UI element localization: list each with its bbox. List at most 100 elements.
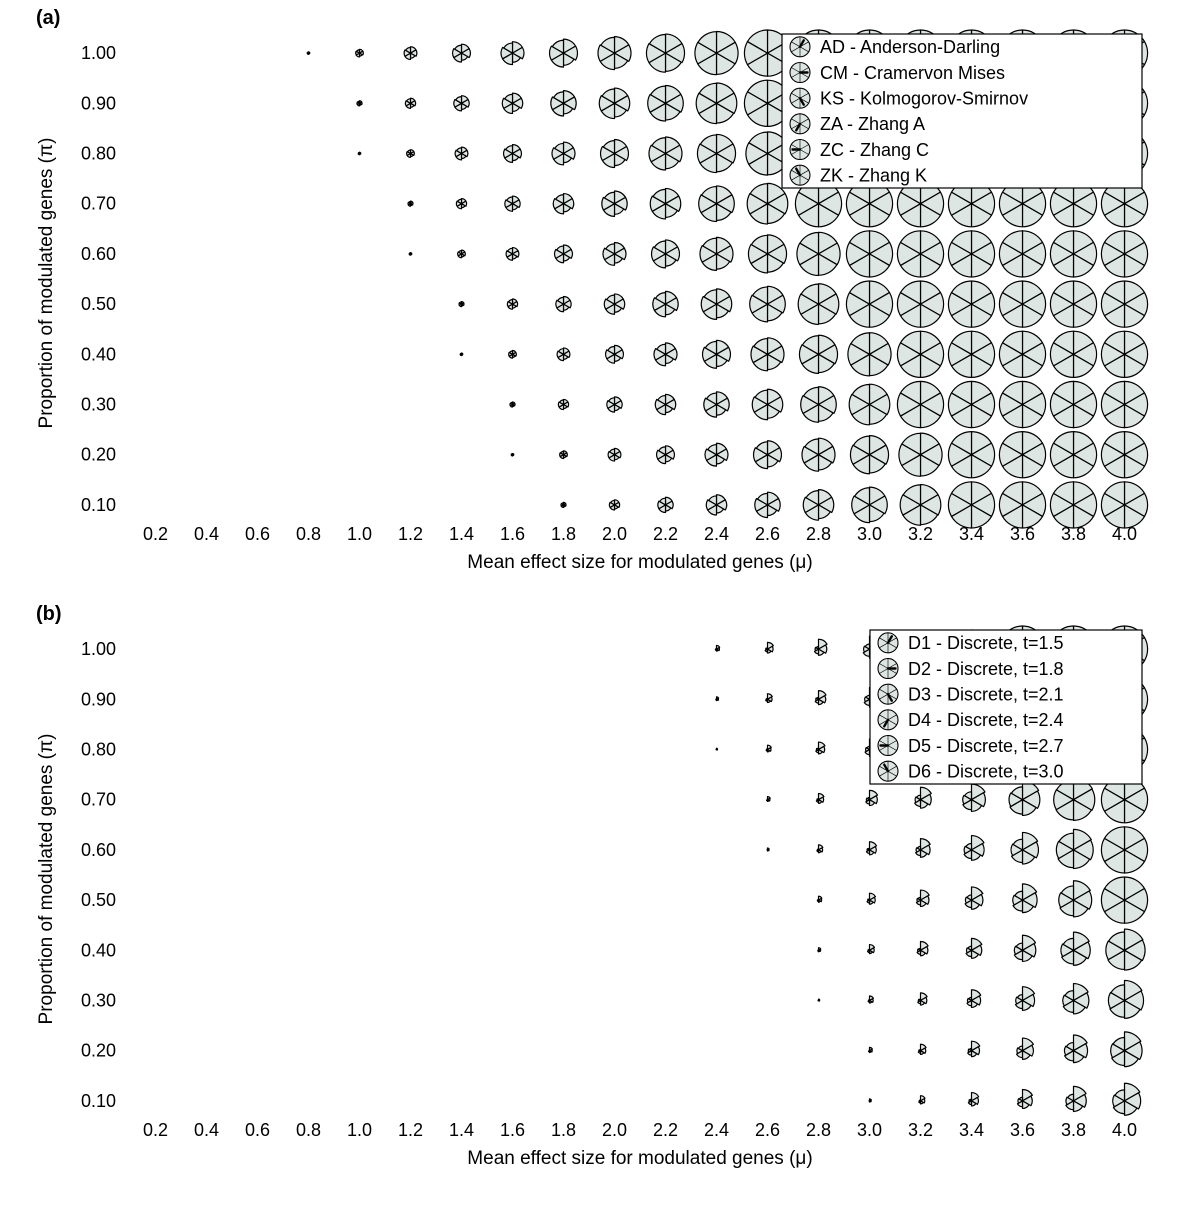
glyph-sector [766,648,767,649]
x-tick-label: 2.8 [806,1120,831,1140]
y-tick-label: 0.30 [81,991,116,1011]
panel-label: (b) [36,603,62,625]
x-tick-label: 3.8 [1061,524,1086,544]
x-tick-label: 1.4 [449,1120,474,1140]
x-tick-label: 3.2 [908,524,933,544]
x-tick-label: 1.6 [500,524,525,544]
legend-item-label: ZC - Zhang C [820,140,929,160]
glyph-sector [919,999,920,1001]
y-axis-title: Proportion of modulated genes (π) [36,138,57,429]
y-tick-label: 0.90 [81,689,116,709]
glyph-sector [970,1099,972,1101]
y-tick-label: 0.70 [81,194,116,214]
x-tick-label: 2.6 [755,524,780,544]
x-tick-label: 3.4 [959,1120,984,1140]
legend-item-label: ZK - Zhang K [820,165,927,185]
x-tick-label: 0.4 [194,1120,219,1140]
glyph-sector [511,402,513,404]
x-tick-label: 1.2 [398,524,423,544]
glyph-sector [308,52,309,53]
x-tick-label: 1.4 [449,524,474,544]
x-tick-label: 2.8 [806,524,831,544]
y-tick-label: 0.50 [81,890,116,910]
glyph-sector [512,454,513,455]
y-tick-label: 0.20 [81,1041,116,1061]
glyph-sector [410,253,411,254]
panel-b: (b) 0.10 0.20 0.30 0.40 0.50 0.60 0.70 0.80 0.90 1… [36,603,1148,1169]
glyph-sector [869,949,870,950]
x-tick-label: 1.2 [398,1120,423,1140]
glyph-sector [867,797,869,799]
x-tick-label: 0.8 [296,524,321,544]
y-tick-label: 0.60 [81,244,116,264]
glyph-sector [817,748,818,749]
y-tick-label: 0.70 [81,790,116,810]
x-tick-label: 0.6 [245,524,270,544]
x-tick-label: 3.8 [1061,1120,1086,1140]
y-tick-label: 0.10 [81,495,116,515]
legend-item-label: CM - Cramervon Mises [820,63,1005,83]
x-tick-label: 3.2 [908,1120,933,1140]
y-tick-label: 0.80 [81,144,116,164]
x-tick-label: 1.6 [500,1120,525,1140]
legend: D1 - Discrete, t=1.5 D2 - Discrete, t=1.8… [870,630,1142,784]
y-tick-label: 0.20 [81,445,116,465]
legend-item-label: AD - Anderson-Darling [820,37,1000,57]
x-tick-label: 1.0 [347,1120,372,1140]
legend-item-label: D3 - Discrete, t=2.1 [908,684,1064,704]
glyph-sector [920,1050,921,1051]
x-tick-label: 3.6 [1010,524,1035,544]
y-tick-label: 0.80 [81,740,116,760]
y-tick-label: 0.30 [81,395,116,415]
glyph-sector [969,1048,971,1050]
x-tick-label: 3.6 [1010,1120,1035,1140]
y-tick-label: 0.60 [81,840,116,860]
x-tick-label: 2.2 [653,1120,678,1140]
glyph-sector [868,899,869,900]
y-tick-label: 0.50 [81,294,116,314]
glyph-sector [461,353,462,354]
x-tick-label: 1.0 [347,524,372,544]
legend-item-label: KS - Kolmogorov-Smirnov [820,88,1028,108]
y-tick-label: 0.40 [81,940,116,960]
y-tick-label: 0.40 [81,344,116,364]
y-tick-label: 1.00 [81,639,116,659]
legend-item-label: D5 - Discrete, t=2.7 [908,736,1064,756]
glyph-sector [818,799,819,800]
legend: AD - Anderson-Darling CM - Cramervon Mise… [782,34,1142,188]
glyph-sector [562,503,564,505]
x-tick-label: 2.6 [755,1120,780,1140]
legend-item-label: D4 - Discrete, t=2.4 [908,710,1064,730]
glyph-sector [817,697,819,699]
x-axis-title: Mean effect size for modulated genes (μ) [467,552,812,573]
x-tick-label: 3.0 [857,1120,882,1140]
x-tick-label: 1.8 [551,1120,576,1140]
x-tick-label: 3.0 [857,524,882,544]
y-tick-label: 0.90 [81,93,116,113]
x-tick-label: 0.2 [143,524,168,544]
x-tick-label: 2.4 [704,524,729,544]
legend-item-label: ZA - Zhang A [820,114,925,134]
glyph-sector [358,101,360,103]
glyph-sector [767,698,768,699]
x-tick-label: 2.2 [653,524,678,544]
figure-svg: (a) 0.10 0.20 0.30 0.40 0.50 0.60 0.70 0.80 0.90 1… [0,0,1200,1217]
y-tick-label: 0.10 [81,1091,116,1111]
x-tick-label: 1.8 [551,524,576,544]
glyph-sector [868,848,869,850]
glyph-sector [359,152,360,153]
x-axis-title: Mean effect size for modulated genes (μ) [467,1148,812,1169]
x-tick-label: 2.0 [602,1120,627,1140]
x-tick-label: 0.6 [245,1120,270,1140]
x-tick-label: 0.4 [194,524,219,544]
x-tick-label: 3.4 [959,524,984,544]
legend-item-label: D2 - Discrete, t=1.8 [908,659,1064,679]
panel-a: (a) 0.10 0.20 0.30 0.40 0.50 0.60 0.70 0.80 0.90 1… [36,7,1148,573]
glyph-sector [460,302,462,304]
panel-label: (a) [36,7,60,29]
x-tick-label: 4.0 [1112,524,1137,544]
glyph-sector [409,201,411,203]
x-tick-label: 2.4 [704,1120,729,1140]
legend-item-label: D1 - Discrete, t=1.5 [908,633,1064,653]
legend-item-label: D6 - Discrete, t=3.0 [908,761,1064,781]
